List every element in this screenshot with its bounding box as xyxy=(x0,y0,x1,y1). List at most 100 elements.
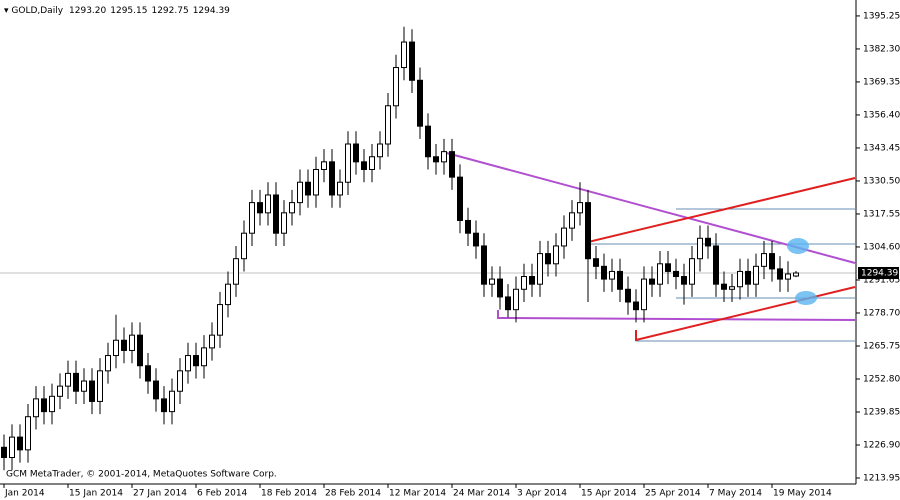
bear-body xyxy=(433,156,439,163)
header-high: 1295.15 xyxy=(110,6,147,16)
bear-body xyxy=(593,258,599,267)
bear-body xyxy=(121,339,127,351)
bear-body xyxy=(625,288,631,303)
y-tick-label: 1252.80 xyxy=(863,374,900,384)
bull-body xyxy=(753,265,759,285)
y-tick-label: 1330.50 xyxy=(863,176,900,186)
x-tick-label: 19 May 2014 xyxy=(773,489,832,499)
x-tick-label: 7 May 2014 xyxy=(709,489,762,499)
x-tick-label: 24 Mar 2014 xyxy=(453,489,510,499)
bull-body xyxy=(609,270,615,280)
current-price-label: 1294.39 xyxy=(861,268,898,278)
bull-body xyxy=(233,258,239,285)
bull-body xyxy=(577,202,583,214)
bull-body xyxy=(249,202,255,234)
bull-body xyxy=(185,355,191,372)
bull-body xyxy=(297,181,303,204)
x-tick-label: 12 Mar 2014 xyxy=(389,489,446,499)
x-tick-label: 25 Apr 2014 xyxy=(645,489,701,499)
drawn-objects xyxy=(442,151,856,342)
bull-body xyxy=(289,202,295,214)
header-low: 1292.75 xyxy=(151,6,188,16)
bull-body xyxy=(569,212,575,229)
bear-body xyxy=(777,268,783,280)
bull-body xyxy=(321,161,327,170)
bull-body xyxy=(241,232,247,260)
bear-body xyxy=(329,161,335,196)
bear-body xyxy=(681,276,687,285)
bull-body xyxy=(489,278,495,285)
bull-body xyxy=(217,304,223,336)
bear-body xyxy=(633,301,639,311)
bull-body xyxy=(737,270,743,288)
bull-body xyxy=(81,380,87,392)
y-tick-label: 1265.75 xyxy=(863,341,900,351)
bull-body xyxy=(209,334,215,349)
bull-body xyxy=(537,253,543,285)
footer: GCM MetaTrader, © 2001-2014, MetaQuotes … xyxy=(6,470,277,480)
bear-body xyxy=(409,41,415,81)
bull-body xyxy=(25,416,31,451)
y-tick-label: 1213.95 xyxy=(863,474,900,484)
bull-body xyxy=(33,398,39,418)
bear-body xyxy=(585,202,591,260)
bull-body xyxy=(369,156,375,170)
bull-body xyxy=(641,278,647,311)
bear-body xyxy=(617,270,623,290)
channel-line xyxy=(635,286,856,342)
bear-body xyxy=(705,237,711,247)
bear-body xyxy=(161,398,167,413)
highlight xyxy=(795,291,817,305)
bull-body xyxy=(113,339,119,357)
chart-title: GOLD,Daily xyxy=(11,6,63,16)
bear-body xyxy=(153,380,159,400)
bull-body xyxy=(169,390,175,413)
bull-body xyxy=(265,194,271,214)
bear-body xyxy=(721,283,727,290)
bull-body xyxy=(793,272,799,277)
bear-body xyxy=(505,296,511,311)
bear-body xyxy=(473,232,479,247)
bear-body xyxy=(529,276,535,285)
bull-body xyxy=(129,334,135,351)
x-tick-label: 3 Apr 2014 xyxy=(517,489,567,499)
bear-body xyxy=(745,270,751,285)
bear-body xyxy=(673,270,679,278)
y-tick-label: 1395.25 xyxy=(863,11,900,21)
y-tick-label: 1369.35 xyxy=(863,77,900,87)
bull-body xyxy=(281,212,287,234)
y-tick-label: 1343.45 xyxy=(863,143,900,153)
bear-body xyxy=(601,265,607,280)
bull-body xyxy=(337,181,343,196)
bull-body xyxy=(9,436,15,458)
x-tick-label: 27 Jan 2014 xyxy=(133,489,187,499)
icon: ▾ xyxy=(4,6,11,16)
x-tick-label: 28 Feb 2014 xyxy=(325,489,381,499)
bull-body xyxy=(393,67,399,107)
bull-body xyxy=(385,105,391,145)
current-price-box xyxy=(858,266,899,279)
bear-body xyxy=(649,278,655,285)
candles xyxy=(1,26,799,471)
bear-body xyxy=(1,446,7,458)
x-tick-label: 15 Apr 2014 xyxy=(581,489,637,499)
header-open: 1293.20 xyxy=(69,6,106,16)
bull-body xyxy=(105,355,111,372)
bear-body xyxy=(73,372,79,392)
bull-body xyxy=(761,253,767,267)
support-line xyxy=(497,310,856,321)
bear-body xyxy=(257,202,263,214)
bear-body xyxy=(17,436,23,451)
bull-body xyxy=(521,276,527,290)
highlight xyxy=(787,238,809,254)
y-tick-label: 1304.60 xyxy=(863,242,900,252)
bull-body xyxy=(553,245,559,265)
y-tick-label: 1317.55 xyxy=(863,209,900,219)
bear-body xyxy=(137,334,143,367)
bull-body xyxy=(689,258,695,285)
y-tick-label: 1239.85 xyxy=(863,407,900,417)
trend-line xyxy=(442,151,856,264)
